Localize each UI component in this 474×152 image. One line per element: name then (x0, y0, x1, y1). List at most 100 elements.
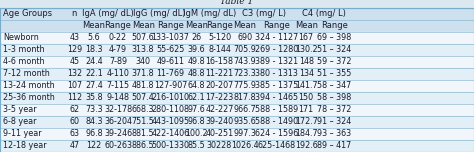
Text: 42-227: 42-227 (205, 105, 234, 114)
Text: 134: 134 (299, 69, 314, 78)
Text: 8-144: 8-144 (208, 45, 231, 55)
Text: 443-1095: 443-1095 (152, 117, 190, 126)
Text: Range: Range (105, 21, 131, 31)
Text: 371.8: 371.8 (132, 69, 155, 78)
Text: 78 – 372: 78 – 372 (317, 105, 352, 114)
Text: 35.8: 35.8 (85, 93, 103, 102)
Text: 507.6: 507.6 (132, 33, 155, 43)
Text: IgM (mg/ dL): IgM (mg/ dL) (183, 9, 237, 19)
Text: 624 - 1596: 624 - 1596 (255, 130, 298, 138)
Text: 127-907: 127-907 (154, 81, 187, 90)
Text: 48.8: 48.8 (188, 69, 205, 78)
Text: 167: 167 (299, 33, 314, 43)
Bar (0, 56, 474, 68)
Text: 1-3 month: 1-3 month (3, 45, 45, 55)
Text: 389 - 1321: 389 - 1321 (255, 57, 298, 67)
Bar (0, 20, 474, 32)
Text: 49-611: 49-611 (156, 57, 185, 67)
Text: 55-625: 55-625 (156, 45, 185, 55)
Text: 11-221: 11-221 (205, 69, 234, 78)
Text: 500-1330: 500-1330 (152, 142, 190, 150)
Text: 380 - 1313: 380 - 1313 (255, 69, 298, 78)
Text: 422-1406: 422-1406 (152, 130, 190, 138)
Text: 313.8: 313.8 (132, 45, 155, 55)
Text: 27.4: 27.4 (85, 81, 103, 90)
Text: 4-110: 4-110 (107, 69, 129, 78)
Text: 4-6 month: 4-6 month (3, 57, 45, 67)
Bar (0, 128, 474, 140)
Text: 141.7: 141.7 (295, 81, 318, 90)
Bar (0, 44, 474, 56)
Bar (0, 140, 474, 152)
Text: 73.3: 73.3 (85, 105, 103, 114)
Text: 12-18 year: 12-18 year (3, 142, 46, 150)
Text: Mean: Mean (185, 21, 208, 31)
Text: Mean: Mean (82, 21, 105, 31)
Text: 3-5 year: 3-5 year (3, 105, 36, 114)
Text: 6-8 year: 6-8 year (3, 117, 36, 126)
Text: 723.3: 723.3 (234, 69, 256, 78)
Text: Table 1: Table 1 (220, 0, 254, 6)
Text: 96.8: 96.8 (187, 117, 205, 126)
Text: 172.7: 172.7 (295, 117, 318, 126)
Text: Range: Range (263, 21, 290, 31)
Text: 625-1468: 625-1468 (257, 142, 295, 150)
Text: 129: 129 (67, 45, 82, 55)
Text: 886.5: 886.5 (132, 142, 155, 150)
Bar (0, 92, 474, 104)
Text: 705.9: 705.9 (234, 45, 256, 55)
Text: 148: 148 (299, 57, 314, 67)
Text: 0-22: 0-22 (109, 33, 127, 43)
Text: 394 - 1465: 394 - 1465 (255, 93, 298, 102)
Text: 40-251: 40-251 (205, 130, 234, 138)
Text: C4 (mg/ L): C4 (mg/ L) (302, 9, 346, 19)
Text: 935.6: 935.6 (234, 117, 256, 126)
Text: 91 – 324: 91 – 324 (317, 117, 352, 126)
Text: 22.1: 22.1 (85, 69, 103, 78)
Text: 36-204: 36-204 (104, 117, 132, 126)
Text: 588 - 1589: 588 - 1589 (255, 105, 298, 114)
Text: 171: 171 (299, 105, 314, 114)
Text: 690: 690 (237, 33, 253, 43)
Text: 30228: 30228 (207, 142, 232, 150)
Text: 84.3: 84.3 (85, 117, 102, 126)
Text: 7-12 month: 7-12 month (3, 69, 50, 78)
Text: Mean: Mean (295, 21, 318, 31)
Bar (0, 8, 474, 20)
Text: 97.6: 97.6 (187, 105, 205, 114)
Text: 107: 107 (67, 81, 82, 90)
Text: 775.9: 775.9 (234, 81, 256, 90)
Text: 100.2: 100.2 (185, 130, 208, 138)
Text: 85.5: 85.5 (187, 142, 205, 150)
Bar (0, 68, 474, 80)
Text: Range: Range (157, 21, 184, 31)
Text: 5.6: 5.6 (88, 33, 100, 43)
Text: 507.4: 507.4 (132, 93, 155, 102)
Text: 39.6: 39.6 (187, 45, 205, 55)
Text: 1026.4: 1026.4 (231, 142, 259, 150)
Text: 385 - 1375: 385 - 1375 (255, 81, 298, 90)
Text: 62.1: 62.1 (187, 93, 205, 102)
Text: 39-240: 39-240 (205, 117, 234, 126)
Text: 69 – 398: 69 – 398 (317, 33, 352, 43)
Text: 588 - 1490: 588 - 1490 (255, 117, 298, 126)
Text: Mean: Mean (132, 21, 155, 31)
Text: 59 – 372: 59 – 372 (317, 57, 352, 67)
Text: 5-120: 5-120 (208, 33, 231, 43)
Text: 280-1108: 280-1108 (152, 105, 190, 114)
Text: 133-1037: 133-1037 (152, 33, 190, 43)
Text: 192.6: 192.6 (295, 142, 318, 150)
Text: IgA (mg/ dL): IgA (mg/ dL) (82, 9, 134, 19)
Text: 18.3: 18.3 (85, 45, 102, 55)
Text: 51 – 324: 51 – 324 (317, 45, 352, 55)
Text: 130.2: 130.2 (295, 45, 318, 55)
Text: 45: 45 (69, 57, 80, 67)
Text: 112: 112 (67, 93, 82, 102)
Text: Newborn: Newborn (3, 33, 38, 43)
Text: 743.9: 743.9 (234, 57, 256, 67)
Text: 47: 47 (69, 142, 80, 150)
Text: 32-178: 32-178 (104, 105, 132, 114)
Text: 64.8: 64.8 (188, 81, 205, 90)
Text: 668.3: 668.3 (132, 105, 155, 114)
Text: 26: 26 (191, 33, 201, 43)
